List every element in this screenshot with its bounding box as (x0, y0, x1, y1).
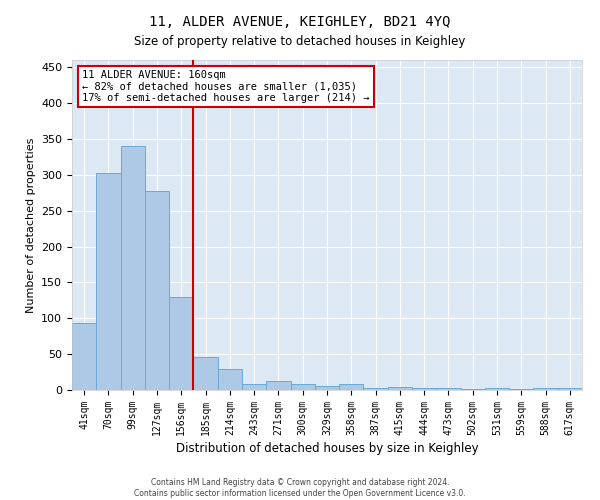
Bar (558, 388, 582, 390)
Bar (436, 388, 461, 390)
Bar (169, 296, 193, 390)
Bar (266, 382, 290, 390)
Text: Contains HM Land Registry data © Crown copyright and database right 2024.
Contai: Contains HM Land Registry data © Crown c… (134, 478, 466, 498)
Bar (315, 386, 339, 390)
Bar (290, 384, 315, 390)
Bar (121, 146, 145, 390)
Y-axis label: Number of detached properties: Number of detached properties (26, 138, 35, 312)
Bar (533, 388, 558, 390)
Bar (96, 174, 121, 390)
X-axis label: Distribution of detached houses by size in Keighley: Distribution of detached houses by size … (176, 442, 478, 455)
Bar (339, 384, 364, 390)
Bar (485, 388, 509, 390)
Text: Size of property relative to detached houses in Keighley: Size of property relative to detached ho… (134, 35, 466, 48)
Text: 11, ALDER AVENUE, KEIGHLEY, BD21 4YQ: 11, ALDER AVENUE, KEIGHLEY, BD21 4YQ (149, 15, 451, 29)
Text: 11 ALDER AVENUE: 160sqm
← 82% of detached houses are smaller (1,035)
17% of semi: 11 ALDER AVENUE: 160sqm ← 82% of detache… (82, 70, 370, 103)
Bar (242, 384, 266, 390)
Bar (193, 357, 218, 390)
Bar (218, 369, 242, 390)
Bar (145, 190, 169, 390)
Bar (388, 387, 412, 390)
Bar (72, 324, 96, 390)
Bar (412, 388, 436, 390)
Bar (364, 388, 388, 390)
